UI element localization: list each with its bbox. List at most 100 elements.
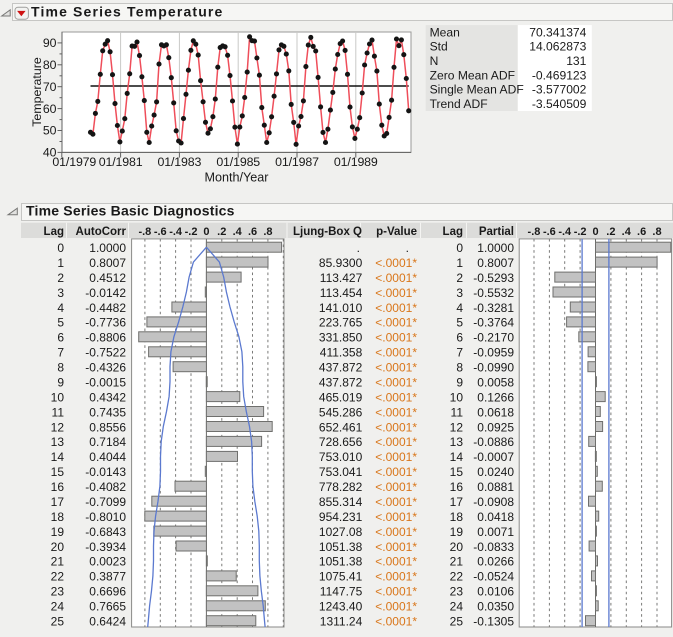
svg-text:-.2: -.2 — [185, 226, 198, 238]
svg-text:18: 18 — [51, 510, 65, 524]
svg-text:-.2: -.2 — [574, 226, 587, 238]
svg-text:17: 17 — [450, 495, 464, 509]
svg-text:25: 25 — [450, 615, 464, 629]
svg-text:0: 0 — [203, 226, 209, 238]
svg-text:-3.577002: -3.577002 — [532, 83, 587, 97]
svg-text:Std: Std — [430, 40, 448, 54]
svg-text:16: 16 — [450, 480, 464, 494]
svg-text:80: 80 — [43, 58, 57, 72]
svg-text:<.0001*: <.0001* — [375, 390, 417, 404]
svg-text:.: . — [357, 241, 360, 255]
svg-text:40: 40 — [43, 146, 57, 160]
svg-text:465.019: 465.019 — [319, 390, 363, 404]
svg-text:2: 2 — [57, 271, 64, 285]
svg-text:15: 15 — [450, 465, 464, 479]
svg-text:-0.8806: -0.8806 — [85, 331, 126, 345]
svg-text:-0.0142: -0.0142 — [85, 286, 126, 300]
svg-text:<.0001*: <.0001* — [375, 600, 417, 614]
svg-text:4: 4 — [57, 301, 64, 315]
svg-text:.2: .2 — [217, 226, 226, 238]
svg-text:4: 4 — [456, 301, 463, 315]
svg-text:0.0023: 0.0023 — [89, 555, 126, 569]
svg-text:14: 14 — [450, 450, 464, 464]
svg-text:0.3877: 0.3877 — [89, 570, 126, 584]
svg-text:1: 1 — [456, 256, 463, 270]
svg-text:954.231: 954.231 — [319, 510, 363, 524]
svg-text:.: . — [406, 241, 409, 255]
svg-text:10: 10 — [51, 390, 65, 404]
svg-text:14: 14 — [51, 450, 65, 464]
svg-text:70: 70 — [43, 80, 57, 94]
svg-text:-0.3281: -0.3281 — [473, 301, 514, 315]
svg-text:<.0001*: <.0001* — [375, 435, 417, 449]
svg-text:8: 8 — [456, 361, 463, 375]
svg-text:223.765: 223.765 — [319, 316, 363, 330]
svg-text:23: 23 — [51, 585, 65, 599]
svg-text:0.0350: 0.0350 — [477, 600, 514, 614]
svg-text:<.0001*: <.0001* — [375, 525, 417, 539]
svg-text:Ljung-Box Q: Ljung-Box Q — [293, 226, 362, 238]
svg-text:11: 11 — [52, 405, 65, 419]
svg-text:0.0058: 0.0058 — [477, 375, 514, 389]
svg-text:21: 21 — [450, 555, 464, 569]
svg-text:-0.0908: -0.0908 — [473, 495, 514, 509]
svg-text:0.6696: 0.6696 — [89, 585, 126, 599]
svg-text:1075.41: 1075.41 — [319, 570, 363, 584]
svg-text:-0.0959: -0.0959 — [473, 346, 514, 360]
svg-text:411.358: 411.358 — [320, 346, 363, 360]
svg-text:<.0001*: <.0001* — [375, 361, 417, 375]
svg-text:AutoCorr: AutoCorr — [76, 226, 127, 238]
svg-text:Partial: Partial — [479, 226, 514, 238]
svg-text:-0.0886: -0.0886 — [473, 435, 514, 449]
svg-text:<.0001*: <.0001* — [375, 346, 417, 360]
svg-text:0.6424: 0.6424 — [89, 615, 126, 629]
svg-text:-.8: -.8 — [138, 226, 151, 238]
svg-text:545.286: 545.286 — [319, 405, 363, 419]
svg-text:.4: .4 — [233, 226, 243, 238]
svg-text:0.0618: 0.0618 — [477, 405, 514, 419]
svg-text:22: 22 — [51, 570, 65, 584]
svg-text:22: 22 — [450, 570, 464, 584]
svg-text:Lag: Lag — [443, 226, 463, 238]
svg-text:-.8: -.8 — [528, 226, 541, 238]
svg-text:.8: .8 — [263, 226, 272, 238]
svg-text:141.010: 141.010 — [319, 301, 363, 315]
svg-text:<.0001*: <.0001* — [375, 450, 417, 464]
svg-text:Mean: Mean — [430, 25, 460, 39]
svg-text:60: 60 — [43, 102, 57, 116]
svg-text:855.314: 855.314 — [319, 495, 363, 509]
svg-text:1311.24: 1311.24 — [320, 615, 363, 629]
svg-text:3: 3 — [57, 286, 64, 300]
svg-text:19: 19 — [51, 525, 65, 539]
svg-text:-0.6843: -0.6843 — [85, 525, 126, 539]
svg-text:0.8007: 0.8007 — [89, 256, 126, 270]
svg-text:-0.7522: -0.7522 — [85, 346, 126, 360]
svg-text:-0.0143: -0.0143 — [85, 465, 126, 479]
svg-text:-0.7099: -0.7099 — [85, 495, 126, 509]
svg-text:1027.08: 1027.08 — [319, 525, 363, 539]
svg-text:.6: .6 — [248, 226, 257, 238]
svg-text:21: 21 — [51, 555, 65, 569]
svg-text:-0.0990: -0.0990 — [473, 361, 514, 375]
svg-text:<.0001*: <.0001* — [375, 510, 417, 524]
svg-text:.4: .4 — [622, 226, 632, 238]
svg-text:437.872: 437.872 — [319, 361, 363, 375]
svg-text:-3.540509: -3.540509 — [532, 97, 587, 111]
svg-text:0.0071: 0.0071 — [477, 525, 514, 539]
svg-text:-.6: -.6 — [543, 226, 556, 238]
svg-text:0.8556: 0.8556 — [89, 420, 126, 434]
svg-text:437.872: 437.872 — [319, 375, 363, 389]
svg-text:0.7184: 0.7184 — [89, 435, 126, 449]
svg-text:<.0001*: <.0001* — [375, 585, 417, 599]
svg-text:-0.0833: -0.0833 — [473, 540, 514, 554]
svg-text:753.041: 753.041 — [319, 465, 363, 479]
svg-text:01/1987: 01/1987 — [275, 155, 319, 169]
svg-text:0.0240: 0.0240 — [477, 465, 514, 479]
svg-text:-0.8010: -0.8010 — [85, 510, 126, 524]
svg-text:<.0001*: <.0001* — [375, 256, 417, 270]
svg-text:Trend ADF: Trend ADF — [430, 97, 488, 111]
svg-text:8: 8 — [57, 361, 64, 375]
svg-text:131: 131 — [566, 54, 586, 68]
svg-text:25: 25 — [51, 615, 65, 629]
svg-text:<.0001*: <.0001* — [375, 540, 417, 554]
